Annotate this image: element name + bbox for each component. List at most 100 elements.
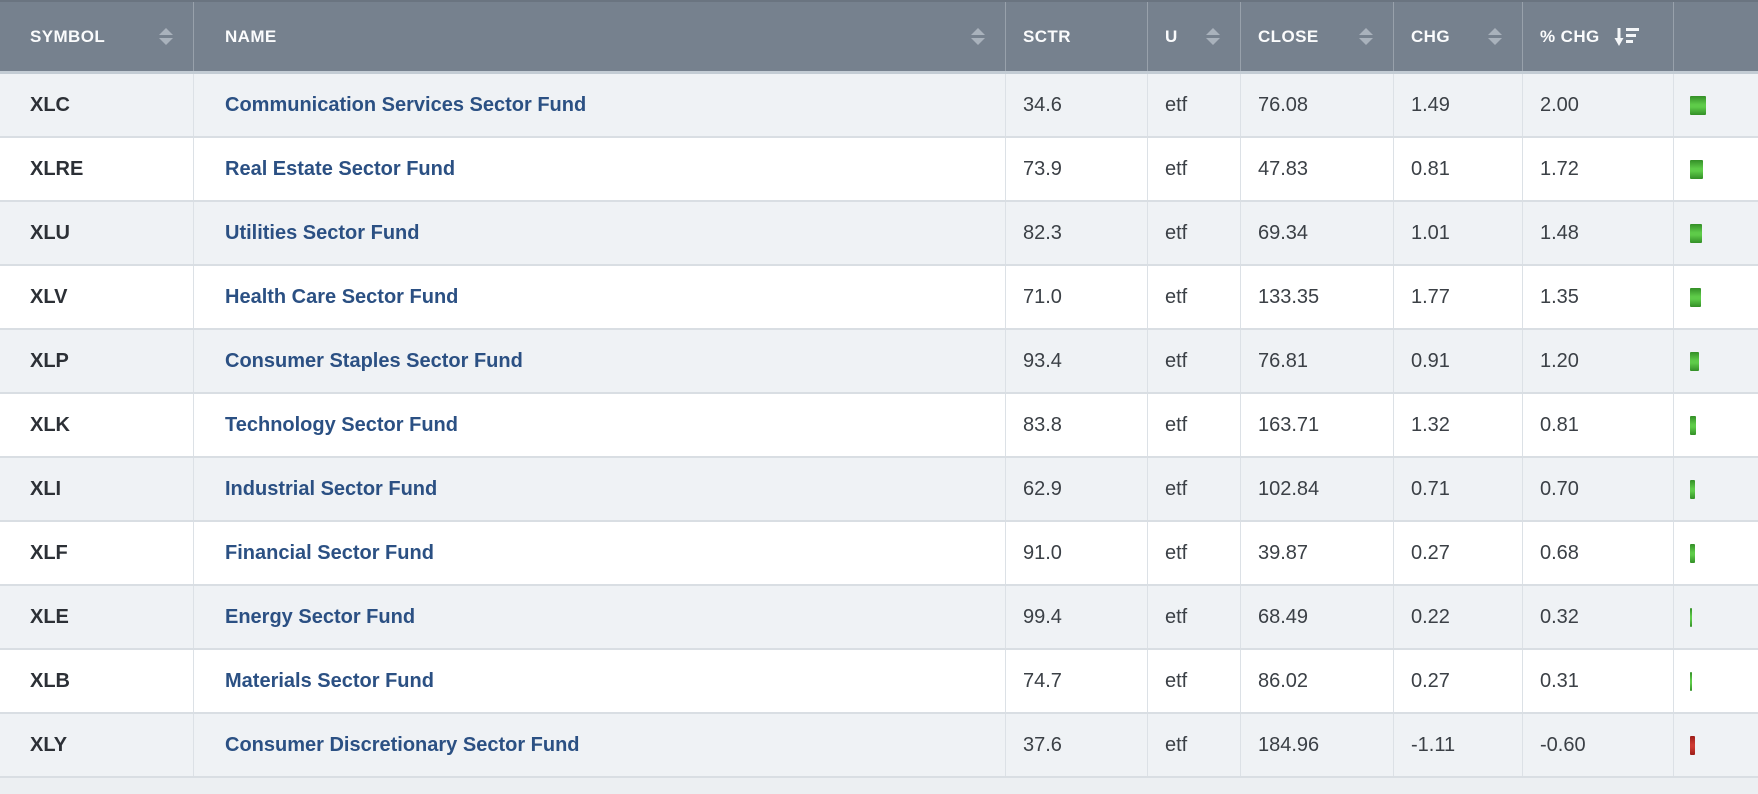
table-row: XLK Technology Sector Fund 83.8 etf 163.… (0, 394, 1758, 458)
sctr-cell: 83.8 (1005, 394, 1147, 456)
fund-name-link[interactable]: Real Estate Sector Fund (225, 157, 456, 180)
pct-chg-cell: 0.32 (1522, 586, 1673, 648)
sort-arrows-icon (971, 28, 985, 45)
table-row: XLF Financial Sector Fund 91.0 etf 39.87… (0, 522, 1758, 586)
u-cell: etf (1147, 650, 1240, 712)
sctr-cell: 71.0 (1005, 266, 1147, 328)
change-bar (1690, 671, 1692, 691)
fund-name-link[interactable]: Industrial Sector Fund (225, 477, 438, 500)
symbol-cell: XLY (30, 733, 68, 756)
change-bar-cell (1673, 714, 1758, 776)
fund-name-link[interactable]: Consumer Staples Sector Fund (225, 349, 523, 372)
name-cell: Utilities Sector Fund (193, 202, 1005, 264)
symbol-cell: XLV (30, 285, 68, 308)
column-header-bar (1673, 2, 1758, 71)
close-cell: 39.87 (1240, 522, 1393, 584)
fund-name-link[interactable]: Materials Sector Fund (225, 669, 434, 692)
pct-chg-cell: 1.48 (1522, 202, 1673, 264)
close-cell: 184.96 (1240, 714, 1393, 776)
column-label-close: CLOSE (1258, 26, 1319, 46)
column-header-close[interactable]: CLOSE (1240, 2, 1393, 71)
name-cell: Consumer Discretionary Sector Fund (193, 714, 1005, 776)
table-row: XLI Industrial Sector Fund 62.9 etf 102.… (0, 458, 1758, 522)
close-cell: 69.34 (1240, 202, 1393, 264)
u-cell: etf (1147, 202, 1240, 264)
fund-name-link[interactable]: Communication Services Sector Fund (225, 93, 587, 116)
fund-name-link[interactable]: Financial Sector Fund (225, 541, 434, 564)
close-cell: 163.71 (1240, 394, 1393, 456)
u-cell: etf (1147, 74, 1240, 136)
close-cell: 68.49 (1240, 586, 1393, 648)
name-cell: Industrial Sector Fund (193, 458, 1005, 520)
chg-cell: 1.77 (1393, 266, 1522, 328)
change-bar-cell (1673, 522, 1758, 584)
u-cell: etf (1147, 394, 1240, 456)
pct-chg-cell: 1.35 (1522, 266, 1673, 328)
u-cell: etf (1147, 586, 1240, 648)
chg-cell: 0.91 (1393, 330, 1522, 392)
sort-descending-icon (1614, 27, 1639, 46)
change-bar (1690, 735, 1695, 755)
u-cell: etf (1147, 138, 1240, 200)
pct-chg-cell: 1.72 (1522, 138, 1673, 200)
chg-cell: 0.27 (1393, 650, 1522, 712)
symbol-cell: XLRE (30, 157, 84, 180)
fund-name-link[interactable]: Technology Sector Fund (225, 413, 458, 436)
fund-name-link[interactable]: Utilities Sector Fund (225, 221, 420, 244)
change-bar-cell (1673, 138, 1758, 200)
symbol-cell: XLK (30, 413, 70, 436)
symbol-cell: XLP (30, 349, 69, 372)
fund-name-link[interactable]: Health Care Sector Fund (225, 285, 459, 308)
chg-cell: 1.32 (1393, 394, 1522, 456)
sctr-cell: 93.4 (1005, 330, 1147, 392)
sctr-cell: 99.4 (1005, 586, 1147, 648)
chg-cell: 1.49 (1393, 74, 1522, 136)
table-row: XLB Materials Sector Fund 74.7 etf 86.02… (0, 650, 1758, 714)
sort-arrows-icon (1359, 28, 1373, 45)
sort-arrows-icon (1206, 28, 1220, 45)
close-cell: 47.83 (1240, 138, 1393, 200)
pct-chg-cell: 0.31 (1522, 650, 1673, 712)
change-bar (1690, 351, 1699, 371)
sctr-cell: 62.9 (1005, 458, 1147, 520)
chg-cell: 0.27 (1393, 522, 1522, 584)
fund-name-link[interactable]: Energy Sector Fund (225, 605, 416, 628)
change-bar-cell (1673, 586, 1758, 648)
change-bar-cell (1673, 650, 1758, 712)
table-row: XLP Consumer Staples Sector Fund 93.4 et… (0, 330, 1758, 394)
sctr-cell: 34.6 (1005, 74, 1147, 136)
column-header-chg[interactable]: CHG (1393, 2, 1522, 71)
table-header-row: SYMBOL NAME SCTR U CLOSE CHG % CHG (0, 0, 1758, 74)
symbol-cell: XLB (30, 669, 70, 692)
table-bottom-strip (0, 778, 1758, 794)
fund-name-link[interactable]: Consumer Discretionary Sector Fund (225, 733, 580, 756)
change-bar (1690, 479, 1695, 499)
table-body: XLC Communication Services Sector Fund 3… (0, 74, 1758, 778)
column-header-u[interactable]: U (1147, 2, 1240, 71)
column-label-pct-chg: % CHG (1540, 26, 1600, 46)
change-bar (1690, 287, 1701, 307)
change-bar (1690, 159, 1703, 179)
symbol-cell: XLI (30, 477, 62, 500)
symbol-cell: XLU (30, 221, 70, 244)
change-bar-cell (1673, 266, 1758, 328)
close-cell: 76.08 (1240, 74, 1393, 136)
column-header-symbol[interactable]: SYMBOL (0, 2, 193, 71)
change-bar (1690, 543, 1695, 563)
pct-chg-cell: 1.20 (1522, 330, 1673, 392)
column-header-pct-chg[interactable]: % CHG (1522, 2, 1673, 71)
name-cell: Energy Sector Fund (193, 586, 1005, 648)
close-cell: 133.35 (1240, 266, 1393, 328)
column-label-symbol: SYMBOL (30, 26, 106, 46)
column-label-u: U (1165, 26, 1178, 46)
column-header-sctr[interactable]: SCTR (1005, 2, 1147, 71)
chg-cell: -1.11 (1393, 714, 1522, 776)
u-cell: etf (1147, 266, 1240, 328)
change-bar-cell (1673, 394, 1758, 456)
pct-chg-cell: -0.60 (1522, 714, 1673, 776)
u-cell: etf (1147, 458, 1240, 520)
chg-cell: 0.81 (1393, 138, 1522, 200)
table-row: XLC Communication Services Sector Fund 3… (0, 74, 1758, 138)
column-header-name[interactable]: NAME (193, 2, 1005, 71)
